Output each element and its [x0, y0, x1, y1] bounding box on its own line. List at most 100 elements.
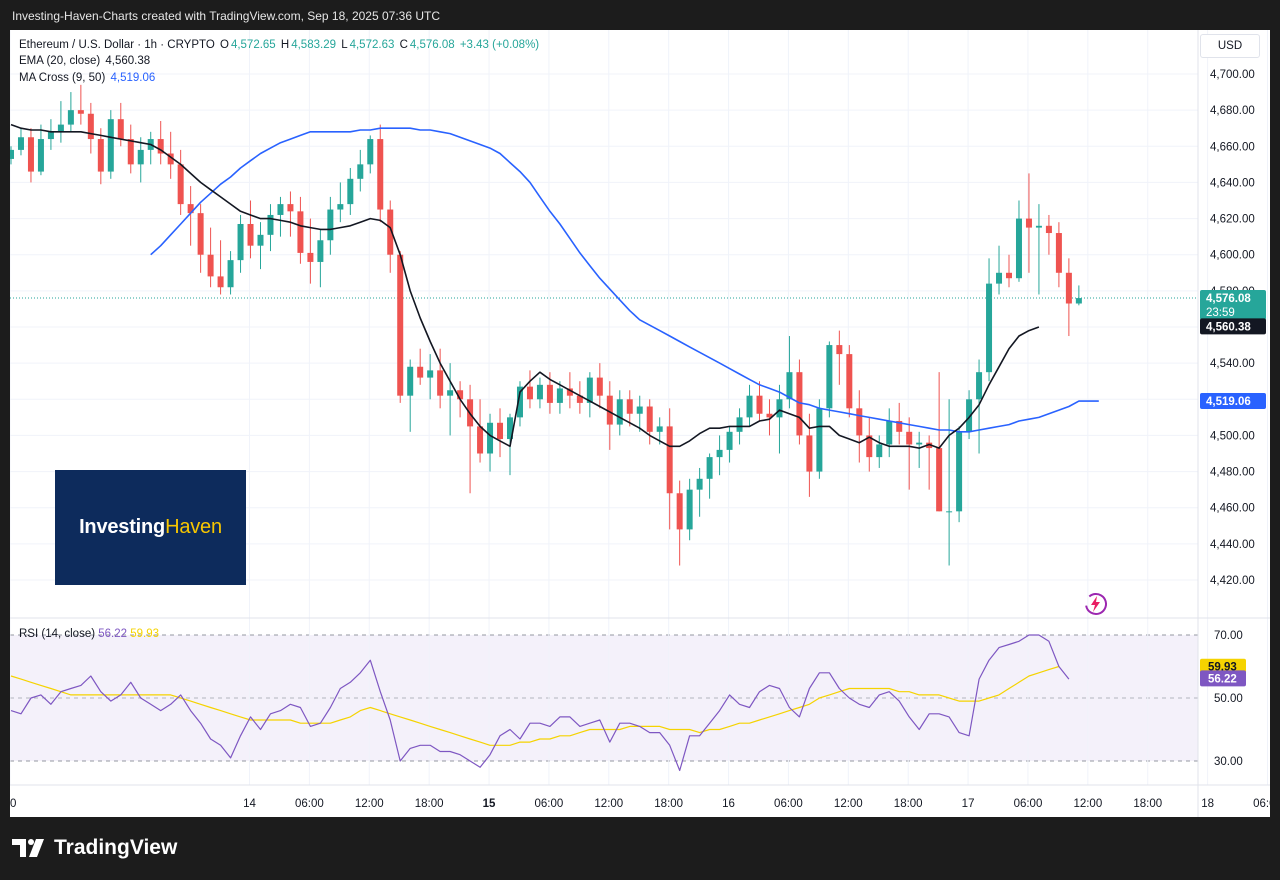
time-axis-label: 12:00: [355, 798, 384, 810]
candle-body: [766, 413, 773, 418]
candle-body: [97, 139, 104, 172]
price-axis-tick-label: 4,500.00: [1210, 430, 1255, 442]
candle-body: [10, 149, 14, 159]
candle-body: [726, 431, 733, 450]
rsi-value: 56.22: [98, 628, 128, 640]
investinghaven-logo: InvestingHaven: [55, 470, 246, 585]
ema-legend[interactable]: EMA (20, close) 4,560.38: [19, 55, 152, 67]
candle-body: [87, 113, 94, 140]
change-value: +3.43 (+0.08%): [459, 39, 540, 51]
candle-body: [666, 426, 673, 494]
candle-body: [996, 272, 1003, 284]
rsi-legend[interactable]: RSI (14, close) 56.22 59.93: [19, 628, 159, 640]
candle-body: [427, 370, 434, 378]
candle-body: [1065, 272, 1072, 304]
candle-body: [756, 395, 763, 414]
rsi-axis-tick-label: 70.00: [1214, 630, 1243, 642]
candle-body: [327, 209, 334, 241]
candle-body: [686, 489, 693, 530]
rsi-ma-value: 59.93: [130, 628, 160, 640]
candle-body: [896, 420, 903, 432]
time-axis-label: 17: [962, 798, 975, 810]
candle-body: [237, 223, 244, 261]
price-axis-tick-label: 4,680.00: [1210, 105, 1255, 117]
candle-body: [1045, 225, 1052, 234]
candle-body: [776, 399, 783, 418]
candle-body: [596, 377, 603, 396]
chart-caption: Investing-Haven-Charts created with Trad…: [12, 9, 441, 23]
time-axis-label: 18:00: [1133, 798, 1162, 810]
bolt-icon[interactable]: [1082, 590, 1110, 618]
price-axis-tick-label: 4,660.00: [1210, 141, 1255, 153]
ema-label[interactable]: EMA (20, close): [19, 55, 101, 67]
candle-body: [886, 420, 893, 445]
price-label-box: [1200, 289, 1266, 320]
rsi-line: [10, 634, 1070, 772]
candle-body: [337, 204, 344, 210]
ma-label[interactable]: MA Cross (9, 50): [19, 72, 106, 84]
candle-body: [676, 493, 683, 530]
candle-body: [576, 395, 583, 403]
candle-body: [1025, 218, 1032, 228]
candle-body: [377, 139, 384, 210]
candle-body: [197, 213, 204, 255]
rsi-axis-tick-label: 50.00: [1214, 693, 1243, 705]
close-label: C: [399, 39, 408, 51]
time-axis-label: 06:00: [535, 798, 564, 810]
symbol-legend[interactable]: Ethereum / U.S. Dollar · 1h · CRYPTO O 4,…: [19, 39, 541, 51]
candle-body: [1035, 225, 1042, 228]
ema-line: [10, 123, 1040, 449]
high-value: 4,583.29: [291, 39, 336, 51]
candle-body: [57, 124, 64, 132]
rsi-label-text: 56.22: [1208, 673, 1237, 685]
ema-value: 4,560.38: [105, 55, 151, 67]
price-axis-tick-label: 4,460.00: [1210, 503, 1255, 515]
tradingview-brand-text: TradingView: [54, 836, 178, 859]
ma-legend[interactable]: MA Cross (9, 50) 4,519.06: [19, 72, 157, 84]
candle-body: [257, 234, 264, 246]
open-label: O: [219, 39, 229, 51]
candle-body: [27, 137, 34, 172]
candle-body: [816, 408, 823, 472]
price-label-text: 4,576.08: [1206, 293, 1251, 305]
symbol-name[interactable]: Ethereum / U.S. Dollar · 1h · CRYPTO: [19, 39, 215, 51]
candle-body: [1055, 233, 1062, 273]
candle-body: [706, 457, 713, 479]
tradingview-branding: TradingView: [12, 836, 177, 860]
time-axis-label: 12:00: [834, 798, 863, 810]
candle-body: [926, 442, 933, 449]
candle-body: [916, 442, 923, 445]
candle-body: [556, 388, 563, 403]
price-axis-tick-label: 4,440.00: [1210, 539, 1255, 551]
candle-body: [956, 431, 963, 512]
candle-body: [976, 372, 983, 400]
price-axis-tick-label: 4,700.00: [1210, 69, 1255, 81]
candle-body: [546, 384, 553, 403]
candle-body: [217, 276, 224, 288]
candle-body: [397, 254, 404, 396]
candle-body: [177, 164, 184, 205]
candle-body: [477, 426, 484, 454]
time-axis-label: 06:00: [774, 798, 803, 810]
chart-frame[interactable]: 4,420.00 4,440.00 4,460.00 4,480.00 4,500.00…: [10, 30, 1270, 817]
candle-body: [656, 426, 663, 432]
rsi-label[interactable]: RSI (14, close): [19, 628, 96, 640]
time-axis-label: 14: [243, 798, 256, 810]
candle-body: [626, 399, 633, 414]
logo-text: InvestingHaven: [79, 516, 222, 539]
candle-body: [966, 399, 973, 432]
candle-body: [357, 164, 364, 179]
rsi-label-box: [1200, 670, 1246, 687]
time-axis-label: 18:00: [894, 798, 923, 810]
price-axis-tick-label: 4,640.00: [1210, 177, 1255, 189]
candle-body: [606, 395, 613, 425]
candle-body: [526, 386, 533, 400]
candle-body: [347, 178, 354, 205]
candle-body: [1075, 298, 1082, 304]
tradingview-logo-icon: [12, 839, 44, 857]
chart-canvas[interactable]: 4,420.00 4,440.00 4,460.00 4,480.00 4,500.00…: [10, 30, 1270, 817]
candle-body: [447, 390, 454, 396]
currency-button[interactable]: USD: [1200, 34, 1260, 58]
candle-body: [1015, 218, 1022, 279]
candle-body: [826, 345, 833, 409]
